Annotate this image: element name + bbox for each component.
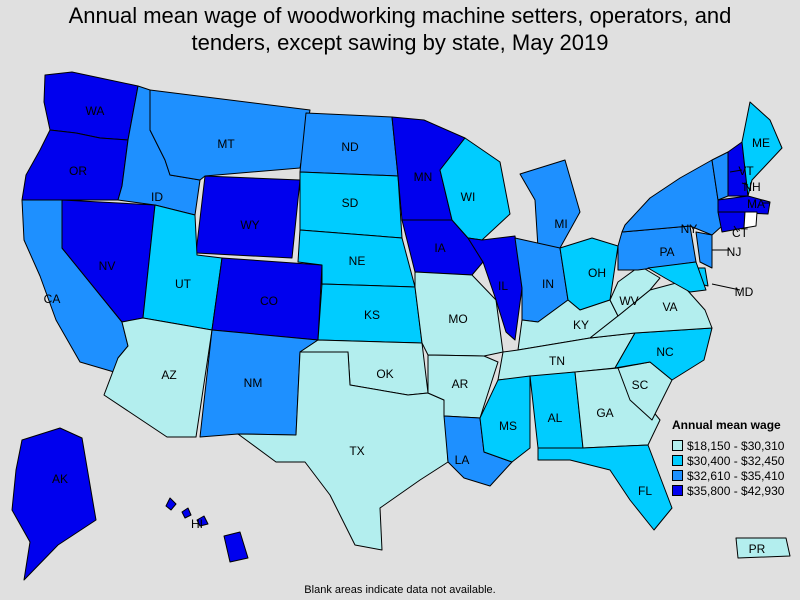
state-label-ok: OK — [376, 367, 393, 381]
state-il — [467, 235, 523, 341]
state-ma — [717, 195, 771, 215]
legend-title: Annual mean wage — [672, 418, 781, 432]
state-ak — [11, 427, 97, 581]
state-label-nd: ND — [341, 140, 359, 154]
state-label-ut: UT — [175, 277, 192, 291]
state-label-pr: PR — [749, 542, 766, 556]
state-label-ia: IA — [434, 241, 445, 255]
state-label-hi: HI — [191, 517, 203, 531]
state-nj — [695, 231, 713, 269]
state-label-nh: NH — [743, 180, 760, 194]
state-label-tn: TN — [549, 354, 565, 368]
state-wi — [439, 137, 511, 241]
state-md — [647, 261, 707, 293]
legend-swatch — [672, 455, 683, 466]
state-mi — [519, 159, 581, 249]
state-label-id: ID — [151, 190, 163, 204]
label-leader-nh — [741, 182, 749, 186]
state-label-md: MD — [735, 285, 754, 299]
state-tx — [237, 351, 449, 551]
legend-label: $30,400 - $32,450 — [687, 453, 785, 468]
state-label-co: CO — [260, 294, 278, 308]
state-label-ne: NE — [349, 254, 366, 268]
legend-item: $18,150 - $30,310 — [672, 438, 797, 453]
state-label-nc: NC — [656, 345, 674, 359]
state-label-in: IN — [542, 277, 554, 291]
state-fl — [537, 444, 673, 531]
state-label-nj: NJ — [727, 245, 742, 259]
state-label-vt: VT — [738, 164, 754, 178]
state-label-tx: TX — [349, 444, 364, 458]
state-label-sc: SC — [632, 378, 649, 392]
footnote: Blank areas indicate data not available. — [304, 584, 496, 596]
label-leader-vt — [729, 169, 743, 173]
state-pr — [735, 537, 791, 559]
state-label-wi: WI — [461, 190, 476, 204]
state-label-il: IL — [498, 279, 508, 293]
map-legend: Annual mean wage $18,150 - $30,310 $30,4… — [672, 418, 797, 498]
state-label-mt: MT — [217, 137, 235, 151]
state-label-ak: AK — [52, 472, 68, 486]
legend-swatch — [672, 440, 683, 451]
state-wv — [609, 265, 661, 317]
state-label-pa: PA — [659, 245, 674, 259]
legend-item: $35,800 - $42,930 — [672, 483, 797, 498]
hawaii-island — [181, 507, 192, 519]
map-title: Annual mean wage of woodworking machine … — [0, 2, 800, 56]
state-wy — [195, 175, 301, 259]
state-label-fl: FL — [638, 484, 652, 498]
state-label-mi: MI — [554, 217, 567, 231]
state-mt — [149, 89, 311, 181]
legend-item: $32,610 - $35,410 — [672, 468, 797, 483]
hawaii-island — [196, 515, 209, 527]
state-label-ct: CT — [732, 226, 749, 240]
state-label-ms: MS — [499, 419, 517, 433]
label-leader-ct — [733, 225, 739, 233]
state-label-la: LA — [455, 453, 470, 467]
label-leader-md — [711, 283, 741, 291]
state-label-or: OR — [69, 164, 87, 178]
state-label-ks: KS — [364, 308, 380, 322]
legend-label: $35,800 - $42,930 — [687, 483, 785, 498]
state-label-ma: MA — [747, 197, 765, 211]
map-title-line-1: Annual mean wage of woodworking machine … — [68, 3, 732, 28]
hawaii-island — [165, 497, 177, 511]
state-label-me: ME — [752, 136, 770, 150]
map-title-line-2: tenders, except sawing by state, May 201… — [191, 30, 609, 55]
state-hi — [223, 531, 249, 563]
state-label-oh: OH — [588, 266, 606, 280]
state-label-ga: GA — [596, 406, 613, 420]
state-label-ky: KY — [573, 318, 589, 332]
state-ny — [621, 159, 723, 236]
state-al — [529, 371, 584, 449]
state-label-mo: MO — [448, 312, 467, 326]
state-az — [103, 317, 213, 438]
state-label-ar: AR — [452, 377, 469, 391]
legend-swatch — [672, 485, 683, 496]
state-label-nm: NM — [244, 376, 263, 390]
state-label-wv: WV — [619, 294, 638, 308]
state-label-sd: SD — [342, 196, 359, 210]
state-label-wa: WA — [86, 104, 105, 118]
state-label-al: AL — [548, 411, 563, 425]
legend-label: $18,150 - $30,310 — [687, 438, 785, 453]
legend-swatch — [672, 470, 683, 481]
state-label-ny: NY — [681, 222, 698, 236]
state-label-ca: CA — [44, 292, 61, 306]
legend-label: $32,610 - $35,410 — [687, 468, 785, 483]
state-label-nv: NV — [99, 259, 116, 273]
state-label-az: AZ — [161, 368, 176, 382]
state-label-va: VA — [662, 300, 677, 314]
state-ri — [743, 211, 758, 229]
state-label-mn: MN — [414, 170, 433, 184]
legend-item: $30,400 - $32,450 — [672, 453, 797, 468]
state-ga — [574, 367, 661, 449]
state-label-wy: WY — [240, 218, 259, 232]
